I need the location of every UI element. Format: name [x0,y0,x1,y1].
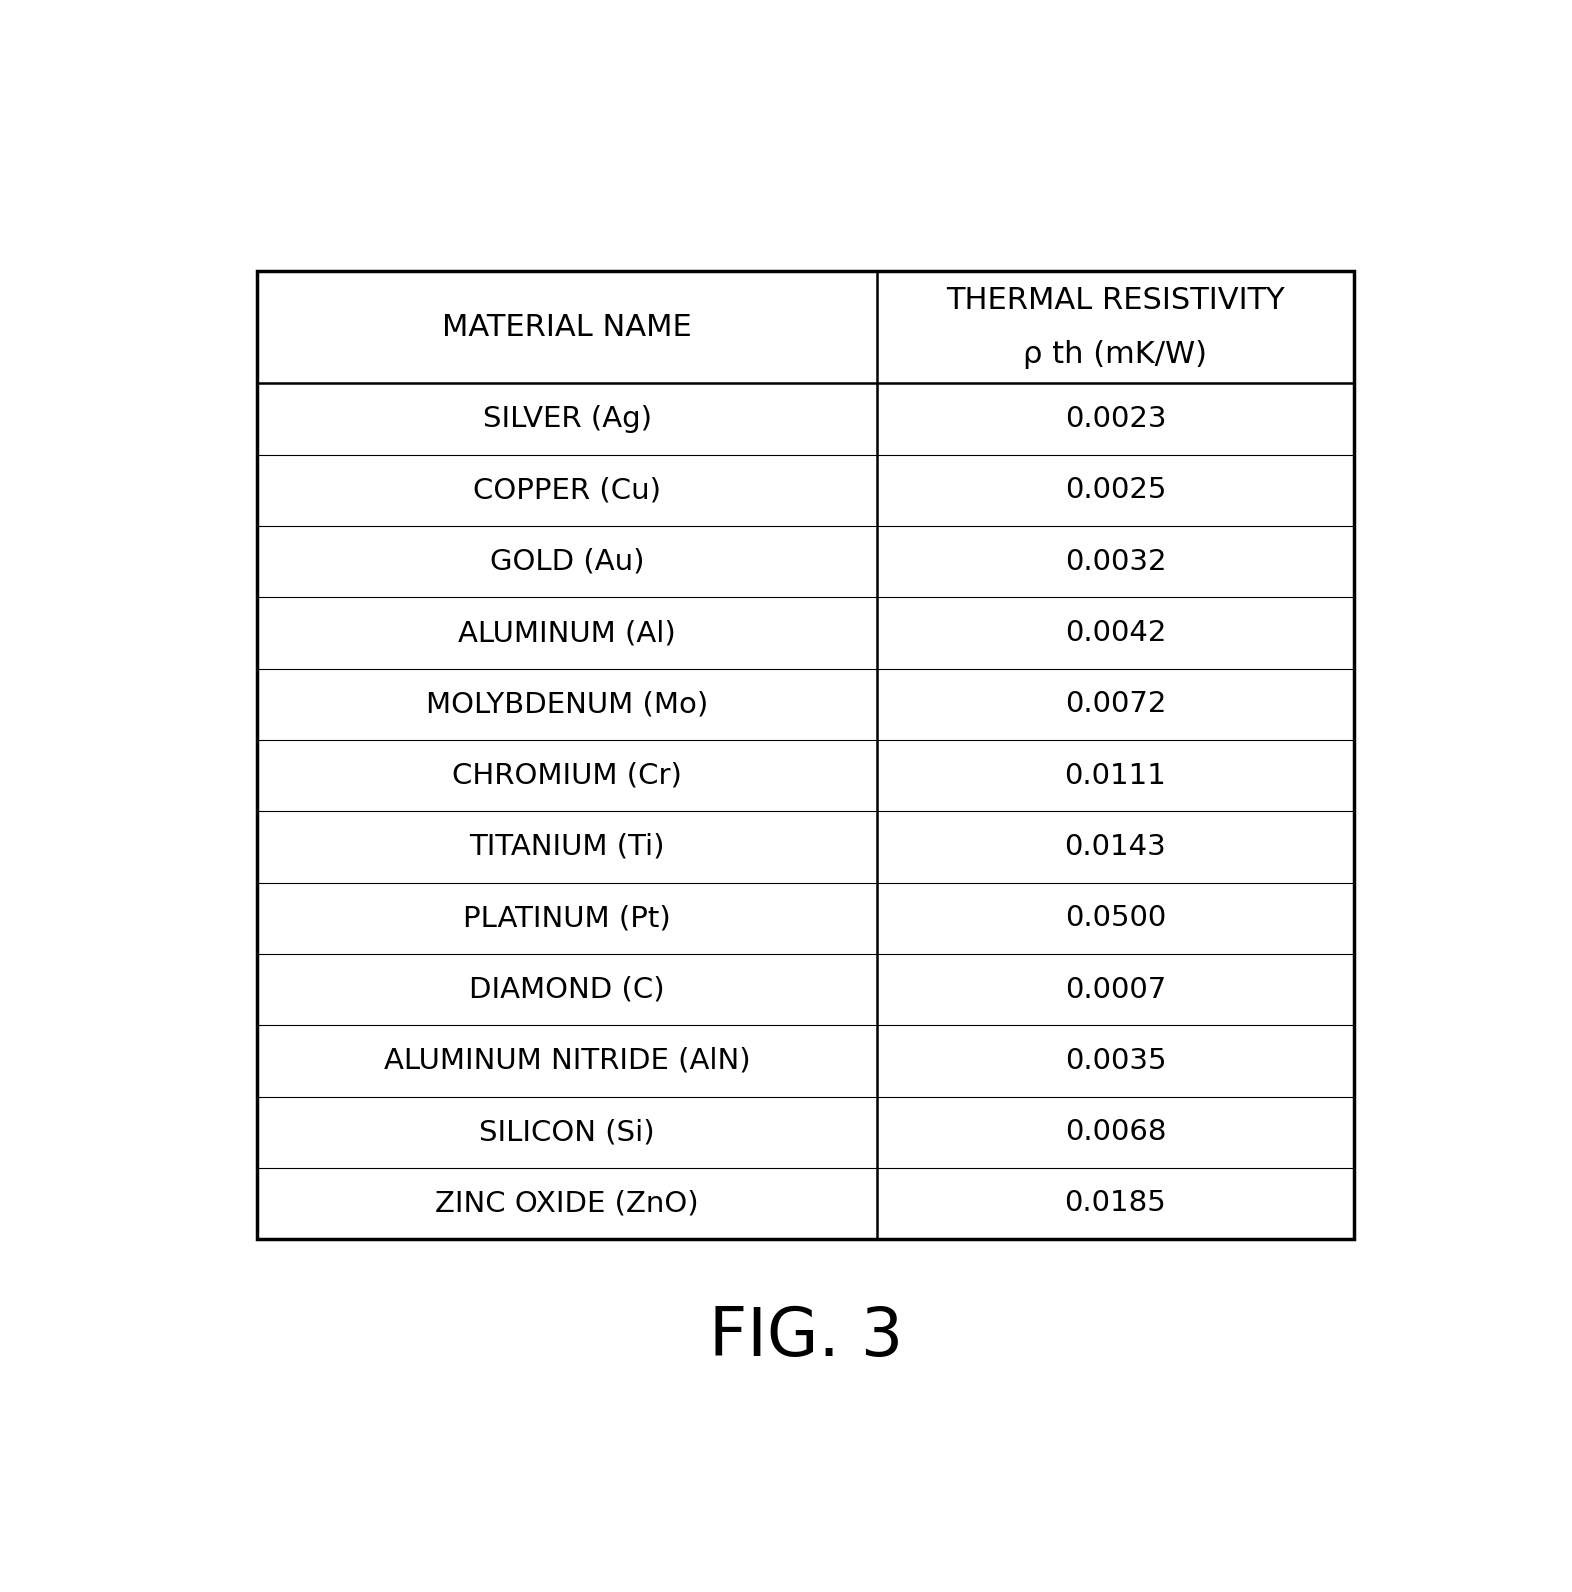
Text: 0.0185: 0.0185 [1064,1189,1166,1218]
Text: 0.0111: 0.0111 [1064,761,1166,790]
Text: ρ th (mK/W): ρ th (mK/W) [1023,339,1207,369]
Text: 0.0072: 0.0072 [1064,691,1166,718]
Text: ZINC OXIDE (ZnO): ZINC OXIDE (ZnO) [435,1189,700,1218]
Text: COPPER (Cu): COPPER (Cu) [473,476,662,505]
Text: ALUMINUM NITRIDE (AlN): ALUMINUM NITRIDE (AlN) [384,1048,750,1075]
Text: CHROMIUM (Cr): CHROMIUM (Cr) [453,761,682,790]
Text: 0.0035: 0.0035 [1064,1048,1166,1075]
Text: TITANIUM (Ti): TITANIUM (Ti) [470,833,665,861]
Text: GOLD (Au): GOLD (Au) [490,548,645,576]
Text: 0.0025: 0.0025 [1064,476,1166,505]
Text: SILICON (Si): SILICON (Si) [479,1118,656,1146]
Text: PLATINUM (Pt): PLATINUM (Pt) [464,904,671,933]
Text: DIAMOND (C): DIAMOND (C) [470,976,665,1003]
Text: 0.0068: 0.0068 [1064,1118,1166,1146]
Text: FIG. 3: FIG. 3 [709,1304,902,1371]
Text: THERMAL RESISTIVITY: THERMAL RESISTIVITY [946,285,1284,315]
Text: 0.0143: 0.0143 [1064,833,1166,861]
Text: 0.0042: 0.0042 [1064,619,1166,646]
Text: MATERIAL NAME: MATERIAL NAME [442,312,692,342]
Text: 0.0032: 0.0032 [1064,548,1166,576]
Text: MOLYBDENUM (Mo): MOLYBDENUM (Mo) [426,691,709,718]
Text: 0.0023: 0.0023 [1064,404,1166,433]
Text: 0.0007: 0.0007 [1064,976,1166,1003]
Text: SILVER (Ag): SILVER (Ag) [483,404,652,433]
Text: 0.0500: 0.0500 [1064,904,1166,933]
Text: ALUMINUM (Al): ALUMINUM (Al) [459,619,676,646]
